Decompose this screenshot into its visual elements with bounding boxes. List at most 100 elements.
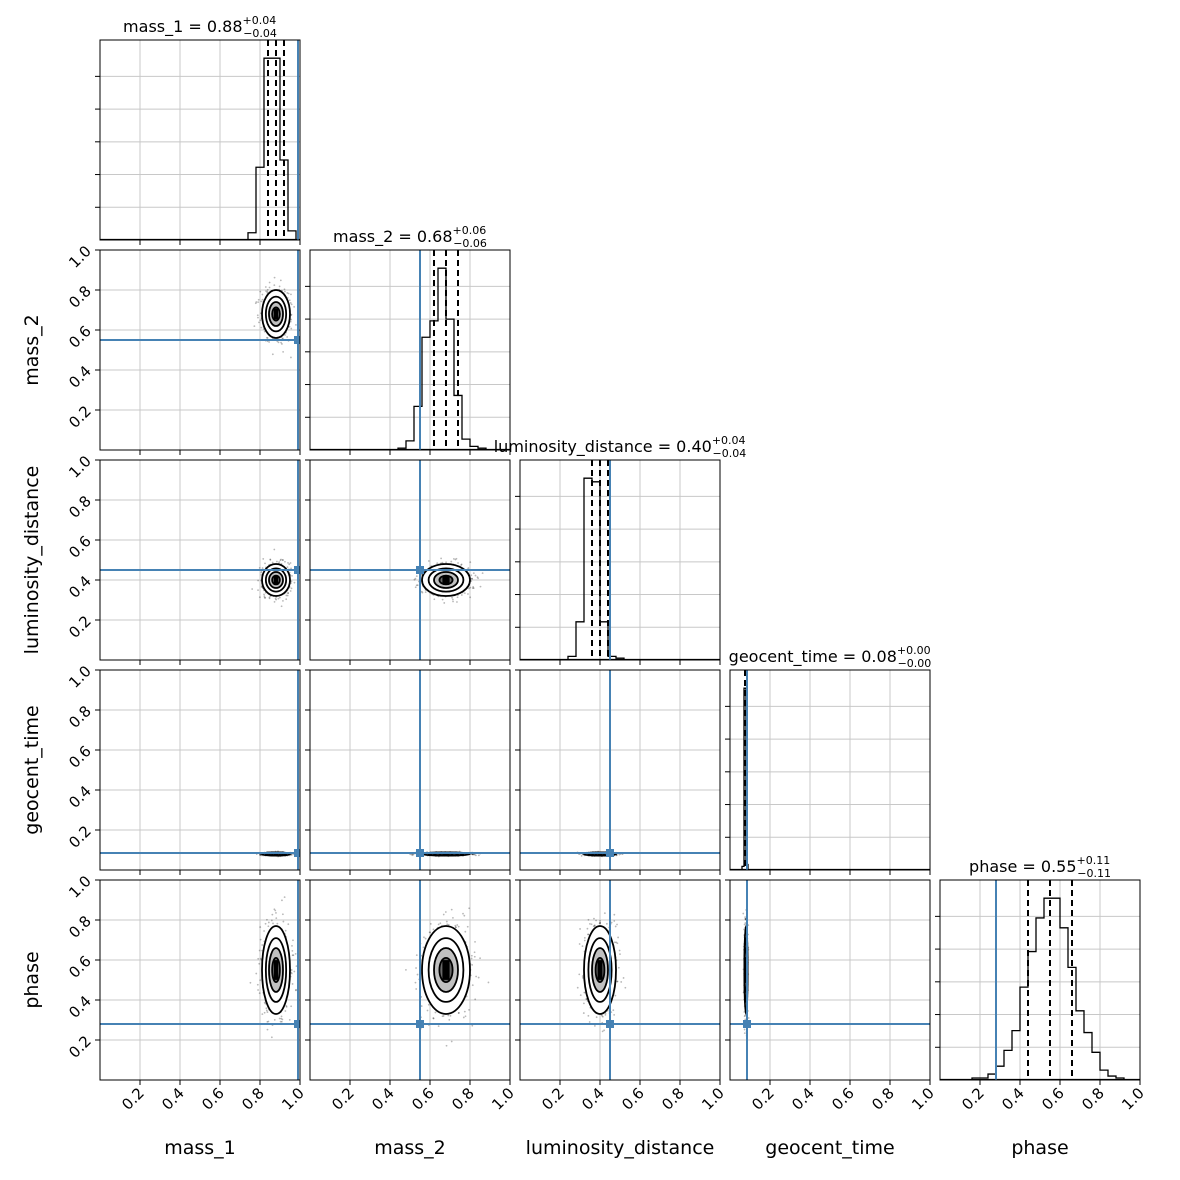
panel-phase-vs-phase: phase = 0.55+0.11 −0.11 0.2 0.4 0.6 0.8 1.0 pha… (935, 854, 1148, 1159)
gridlines (100, 669, 301, 870)
panel-luminosity_distance-vs-mass_2 (305, 459, 511, 665)
x-tick-label: 0.8 (238, 1084, 268, 1114)
density-peak (442, 960, 450, 980)
y-tick-label: 0.4 (65, 992, 95, 1022)
gridlines (520, 669, 721, 870)
x-tick-label: 0.6 (408, 1084, 438, 1114)
x-axis-label-mass_2: mass_2 (374, 1137, 446, 1159)
y-tick-label: 1.0 (65, 662, 95, 692)
panel-title-mass_2: mass_2 = 0.68+0.06 −0.06 (333, 224, 487, 250)
density-peak (442, 576, 450, 584)
density-peak (273, 960, 279, 980)
gridlines (730, 879, 931, 1080)
panel-phase-vs-luminosity_distance: 0.2 0.4 0.6 0.8 1.0 luminosity_distance (515, 879, 728, 1159)
x-tick-label: 0.2 (538, 1084, 568, 1114)
truth-marker (294, 336, 300, 344)
panel-mass_2-vs-mass_2: mass_2 = 0.68+0.06 −0.06 (305, 224, 511, 455)
x-tick-label: 0.4 (788, 1084, 818, 1114)
gridlines (310, 879, 511, 1080)
gridlines (310, 459, 511, 660)
x-tick-label: 0.4 (998, 1084, 1028, 1114)
x-tick-label: 1.0 (1118, 1084, 1148, 1114)
y-tick-label: 1.0 (65, 452, 95, 482)
panel-geocent_time-vs-luminosity_distance (515, 669, 721, 875)
x-tick-label: 0.6 (618, 1084, 648, 1114)
truth-marker (416, 849, 424, 857)
x-tick-label: 0.4 (158, 1084, 188, 1114)
panel-geocent_time-vs-mass_2 (305, 669, 511, 875)
y-axis-label-mass_2: mass_2 (21, 314, 43, 386)
x-tick-label: 0.8 (658, 1084, 688, 1114)
panel-title-phase: phase = 0.55+0.11 −0.11 (969, 854, 1111, 880)
panel-mass_2-vs-mass_1: 0.2 0.4 0.6 0.8 1.0 mass_2 (21, 242, 301, 455)
panel-mass_1-vs-mass_1: mass_1 = 0.88+0.04 −0.04 (95, 14, 301, 245)
gridlines (100, 249, 301, 450)
panel-phase-vs-geocent_time: 0.2 0.4 0.6 0.8 1.0 geocent_time (725, 879, 938, 1159)
x-tick-label: 0.6 (198, 1084, 228, 1114)
x-tick-label: 1.0 (278, 1084, 308, 1114)
panel-frame (309, 249, 511, 451)
x-tick-label: 0.2 (118, 1084, 148, 1114)
x-axis-label-geocent_time: geocent_time (765, 1137, 894, 1159)
x-tick-label: 0.4 (578, 1084, 608, 1114)
x-tick-label: 0.8 (448, 1084, 478, 1114)
panel-frame (99, 249, 301, 451)
y-tick-label: 0.8 (65, 702, 95, 732)
panel-frame (309, 669, 511, 871)
y-tick-label: 0.2 (65, 822, 95, 852)
truth-marker (416, 566, 424, 574)
y-tick-label: 0.2 (65, 1032, 95, 1062)
density-peak (273, 308, 279, 320)
x-tick-label: 0.4 (368, 1084, 398, 1114)
panel-frame (729, 879, 931, 1081)
y-tick-label: 0.6 (65, 742, 95, 772)
panel-frame (99, 669, 301, 871)
y-tick-label: 0.8 (65, 912, 95, 942)
panel-title-luminosity_distance: luminosity_distance = 0.40+0.04 −0.04 (494, 434, 747, 460)
gridlines (520, 460, 721, 660)
density-peak (273, 576, 279, 584)
histogram-mass_2 (397, 267, 494, 450)
y-axis-label-geocent_time: geocent_time (21, 705, 43, 834)
y-tick-label: 1.0 (65, 872, 95, 902)
gridlines (520, 879, 721, 1080)
y-axis-label-phase: phase (21, 951, 43, 1008)
panel-frame (729, 669, 931, 871)
x-tick-label: 1.0 (908, 1084, 938, 1114)
y-tick-label: 0.4 (65, 572, 95, 602)
y-tick-label: 0.6 (65, 322, 95, 352)
x-tick-label: 0.2 (328, 1084, 358, 1114)
panel-geocent_time-vs-mass_1: 0.2 0.4 0.6 0.8 1.0 geocent_time (21, 662, 301, 875)
panel-frame (309, 459, 511, 661)
truth-marker (606, 1020, 614, 1028)
x-tick-label: 0.2 (748, 1084, 778, 1114)
y-tick-label: 0.6 (65, 952, 95, 982)
y-tick-label: 0.2 (65, 612, 95, 642)
y-tick-label: 0.8 (65, 282, 95, 312)
panel-frame (99, 39, 301, 241)
panel-frame (519, 459, 721, 661)
gridlines (310, 669, 511, 870)
y-tick-label: 0.6 (65, 532, 95, 562)
x-tick-label: 1.0 (698, 1084, 728, 1114)
truth-marker (416, 1020, 424, 1028)
truth-marker (294, 566, 300, 574)
gridlines (310, 250, 511, 450)
x-tick-label: 0.6 (828, 1084, 858, 1114)
panel-phase-vs-mass_1: 0.2 0.4 0.6 0.8 1.0 phase 0.2 0.4 0.6 0.8 1.0 mass_… (21, 872, 308, 1159)
panel-frame (99, 879, 301, 1081)
density-peak (597, 960, 603, 980)
truth-marker (294, 1020, 300, 1028)
y-tick-label: 0.4 (65, 782, 95, 812)
panel-title-mass_1: mass_1 = 0.88+0.04 −0.04 (123, 14, 277, 40)
x-tick-label: 0.8 (1078, 1084, 1108, 1114)
x-tick-label: 0.6 (1038, 1084, 1068, 1114)
x-tick-label: 1.0 (488, 1084, 518, 1114)
y-tick-label: 0.8 (65, 492, 95, 522)
truth-marker (294, 849, 300, 857)
x-axis-label-mass_1: mass_1 (164, 1137, 236, 1159)
panel-luminosity_distance-vs-luminosity_distance: luminosity_distance = 0.40+0.04 −0.04 (494, 434, 747, 665)
histogram-mass_1 (247, 57, 300, 240)
histogram-phase (964, 897, 1132, 1080)
